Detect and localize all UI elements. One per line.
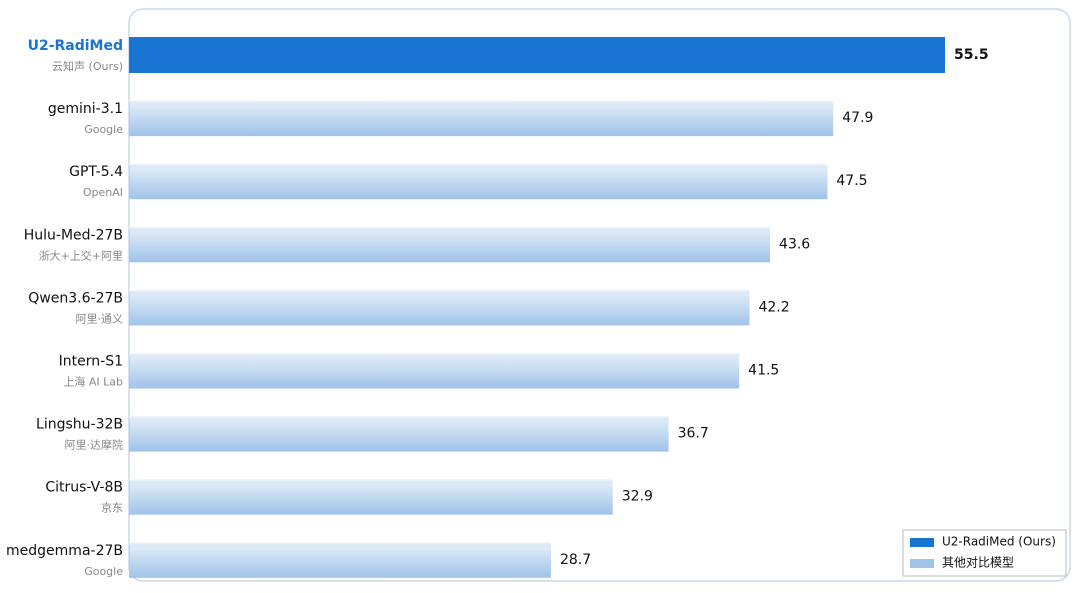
bar	[129, 163, 828, 200]
value-label: 36.7	[678, 426, 709, 442]
value-label: 42.2	[758, 299, 789, 315]
value-label: 47.5	[836, 173, 867, 189]
category-note: 上海 AI Lab	[63, 375, 123, 389]
legend-box	[902, 529, 1067, 577]
legend-label: U2-RadiMed (Ours)	[942, 535, 1056, 549]
value-label: 32.9	[622, 489, 653, 505]
value-label: 47.9	[842, 110, 873, 126]
category-label: Hulu-Med-27B	[24, 227, 123, 243]
bar	[129, 352, 740, 389]
bar	[129, 541, 551, 578]
category-note: 浙大+上交+阿里	[39, 248, 123, 262]
category-label: Lingshu-32B	[36, 417, 123, 433]
category-note: OpenAI	[83, 186, 123, 199]
category-label: gemini-3.1	[48, 101, 123, 117]
value-label: 55.5	[954, 47, 989, 63]
bar	[129, 100, 834, 137]
category-note: Google	[84, 123, 123, 136]
category-note: 云知声 (Ours)	[52, 59, 123, 73]
bar	[129, 415, 669, 452]
category-note: 京东	[101, 501, 123, 515]
legend-swatch	[910, 559, 934, 568]
category-label: Qwen3.6-27B	[28, 290, 123, 306]
value-label: 28.7	[560, 552, 591, 568]
category-label: GPT-5.4	[69, 164, 123, 180]
legend-label: 其他对比模型	[942, 556, 1014, 570]
category-note: 阿里·达摩院	[65, 438, 124, 452]
legend: U2-RadiMed (Ours) 其他对比模型	[902, 529, 1067, 577]
category-note: Google	[84, 565, 123, 578]
category-label: medgemma-27B	[6, 543, 123, 559]
category-note: 阿里·通义	[76, 312, 124, 325]
bar	[129, 37, 946, 73]
category-label: Intern-S1	[59, 354, 123, 370]
category-label: Citrus-V-8B	[45, 480, 123, 496]
bar	[129, 478, 613, 515]
bar	[129, 289, 750, 326]
bar	[129, 226, 771, 263]
legend-swatch	[910, 538, 934, 547]
category-label: U2-RadiMed	[28, 38, 123, 54]
value-label: 43.6	[779, 236, 810, 252]
value-label: 41.5	[748, 363, 779, 379]
